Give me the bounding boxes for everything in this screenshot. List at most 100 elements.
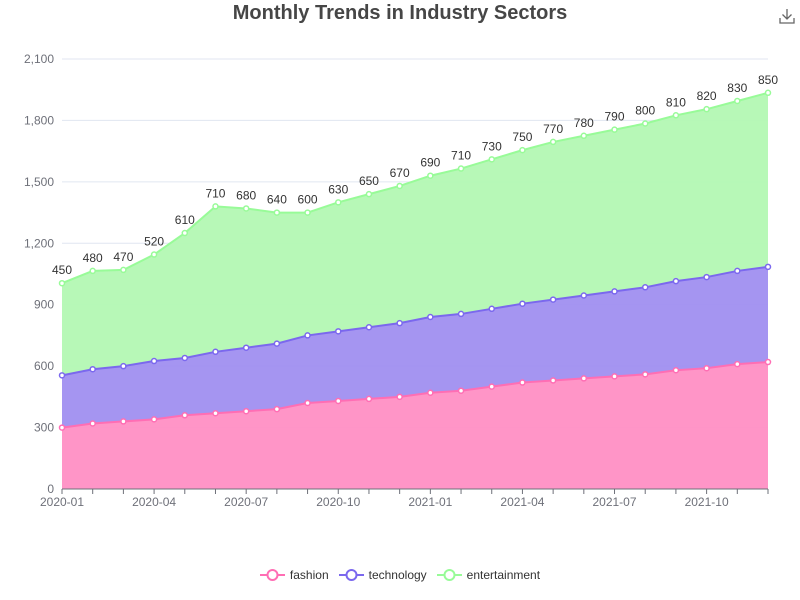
legend-label: entertainment xyxy=(466,568,541,582)
data-label: 680 xyxy=(236,188,256,202)
point-technology xyxy=(611,288,618,295)
point-technology xyxy=(335,328,342,335)
point-technology xyxy=(457,310,465,318)
point-technology xyxy=(365,323,373,331)
area-fashion xyxy=(62,362,768,489)
point-entertainment xyxy=(242,205,250,212)
legend-marker-icon xyxy=(338,569,364,581)
download-icon[interactable] xyxy=(777,6,797,26)
point-technology xyxy=(396,319,403,327)
data-label: 470 xyxy=(113,250,133,264)
legend-item-technology[interactable]: technology xyxy=(338,568,427,582)
x-tick-label: 2021-04 xyxy=(500,495,544,509)
point-entertainment xyxy=(734,97,741,105)
data-label: 610 xyxy=(175,213,195,227)
y-tick-label: 600 xyxy=(34,359,54,373)
point-entertainment xyxy=(365,190,373,198)
point-entertainment xyxy=(89,267,96,275)
point-fashion xyxy=(641,371,649,378)
point-entertainment xyxy=(549,138,557,146)
point-entertainment xyxy=(150,251,158,258)
point-entertainment xyxy=(672,112,680,119)
point-technology xyxy=(58,372,66,379)
point-technology xyxy=(703,273,710,281)
data-label: 480 xyxy=(83,251,103,265)
data-label: 630 xyxy=(328,182,348,196)
data-label: 790 xyxy=(605,110,625,124)
data-label: 710 xyxy=(451,149,471,163)
point-technology xyxy=(242,344,250,351)
x-tick-label: 2020-01 xyxy=(40,495,84,509)
data-label: 600 xyxy=(298,193,318,207)
point-fashion xyxy=(273,405,281,413)
point-fashion xyxy=(580,375,588,382)
point-technology xyxy=(427,313,434,321)
y-tick-label: 1,500 xyxy=(24,175,54,189)
data-label: 450 xyxy=(52,263,72,277)
point-entertainment xyxy=(611,126,618,133)
legend-marker-icon xyxy=(259,569,285,581)
point-entertainment xyxy=(304,209,311,216)
data-label: 830 xyxy=(727,81,747,95)
point-technology xyxy=(549,296,557,303)
data-label: 800 xyxy=(635,104,655,118)
point-fashion xyxy=(427,389,434,397)
x-tick-label: 2021-07 xyxy=(592,495,636,509)
point-entertainment xyxy=(58,279,66,287)
line-technology xyxy=(61,265,769,377)
area-technology xyxy=(62,266,768,428)
point-entertainment xyxy=(641,120,649,127)
point-entertainment xyxy=(212,203,219,210)
point-technology xyxy=(488,305,495,313)
x-tick-label: 2020-04 xyxy=(132,495,176,509)
point-fashion xyxy=(89,420,96,427)
point-fashion xyxy=(335,397,342,405)
point-fashion xyxy=(58,424,66,431)
y-tick-label: 0 xyxy=(47,482,54,496)
point-fashion xyxy=(150,416,158,423)
point-entertainment xyxy=(335,199,342,206)
data-label: 750 xyxy=(512,130,532,144)
legend-label: technology xyxy=(368,568,427,582)
data-label: 810 xyxy=(666,95,686,109)
point-technology xyxy=(734,267,741,275)
data-label: 820 xyxy=(697,89,717,103)
point-fashion xyxy=(519,379,526,386)
point-fashion xyxy=(488,383,495,390)
chart-title: Monthly Trends in Industry Sectors xyxy=(232,2,568,24)
data-label: 710 xyxy=(205,186,225,200)
point-fashion xyxy=(734,360,741,368)
data-label: 520 xyxy=(144,235,164,249)
point-fashion xyxy=(396,393,403,401)
data-label: 690 xyxy=(420,156,440,170)
point-fashion xyxy=(365,395,373,403)
point-fashion xyxy=(764,358,772,366)
point-technology xyxy=(580,292,588,299)
point-entertainment xyxy=(120,266,127,274)
point-fashion xyxy=(120,418,127,425)
data-label: 650 xyxy=(359,174,379,188)
point-technology xyxy=(672,277,680,285)
legend: fashion technology entertainment xyxy=(0,568,800,582)
point-fashion xyxy=(304,399,311,407)
data-label: 770 xyxy=(543,122,563,136)
point-technology xyxy=(150,357,158,365)
point-technology xyxy=(181,354,189,362)
point-technology xyxy=(89,365,96,373)
data-label: 850 xyxy=(758,73,778,87)
x-tick-label: 2020-10 xyxy=(316,495,360,509)
point-entertainment xyxy=(580,132,588,140)
legend-marker-icon xyxy=(436,569,462,581)
point-fashion xyxy=(457,387,465,394)
point-fashion xyxy=(703,364,710,372)
point-entertainment xyxy=(519,146,526,154)
data-label: 780 xyxy=(574,116,594,130)
y-tick-label: 900 xyxy=(34,298,54,312)
data-label: 730 xyxy=(482,139,502,153)
y-tick-label: 1,800 xyxy=(24,113,54,127)
point-fashion xyxy=(212,409,219,417)
point-fashion xyxy=(611,373,618,380)
legend-item-entertainment[interactable]: entertainment xyxy=(436,568,541,582)
legend-item-fashion[interactable]: fashion xyxy=(259,568,329,582)
point-entertainment xyxy=(703,105,710,113)
